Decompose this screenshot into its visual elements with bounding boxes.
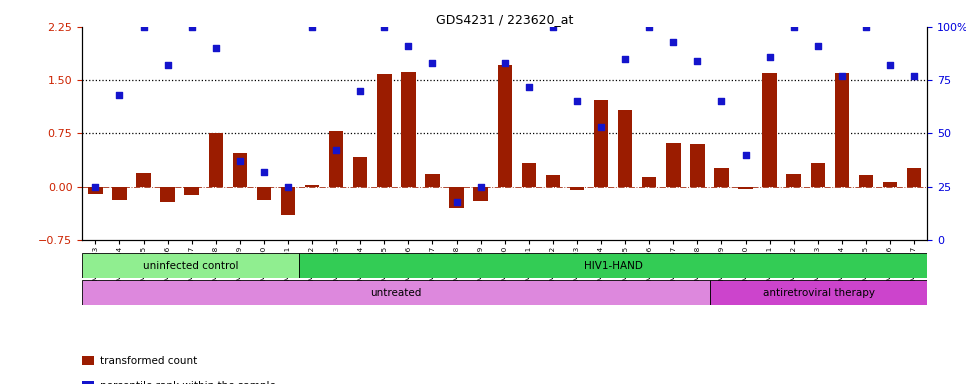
Bar bbox=[185, 187, 199, 195]
Text: transformed count: transformed count bbox=[100, 356, 198, 366]
Point bbox=[690, 58, 705, 64]
Bar bbox=[618, 110, 633, 187]
Point bbox=[449, 199, 465, 205]
Point bbox=[786, 24, 802, 30]
Point bbox=[521, 83, 536, 89]
Point bbox=[641, 24, 657, 30]
Bar bbox=[82, 253, 299, 278]
Bar bbox=[762, 73, 777, 187]
Point bbox=[738, 152, 753, 158]
Bar bbox=[112, 187, 127, 200]
Point bbox=[328, 147, 344, 154]
Bar bbox=[497, 65, 512, 187]
Title: GDS4231 / 223620_at: GDS4231 / 223620_at bbox=[436, 13, 574, 26]
Point bbox=[159, 62, 175, 68]
Point bbox=[232, 158, 247, 164]
Point bbox=[569, 98, 584, 104]
Bar bbox=[401, 72, 415, 187]
Bar bbox=[82, 280, 710, 305]
Point bbox=[835, 73, 850, 79]
Bar bbox=[281, 187, 296, 215]
Bar bbox=[305, 185, 320, 187]
Bar bbox=[449, 187, 464, 208]
Bar bbox=[907, 167, 922, 187]
Point bbox=[88, 184, 103, 190]
Point bbox=[377, 24, 392, 30]
Bar bbox=[642, 177, 657, 187]
Point bbox=[184, 24, 199, 30]
Point bbox=[425, 60, 440, 66]
Point bbox=[762, 54, 778, 60]
Bar bbox=[377, 74, 391, 187]
Bar bbox=[329, 131, 343, 187]
Bar bbox=[667, 143, 680, 187]
Bar bbox=[883, 182, 897, 187]
Point bbox=[617, 56, 633, 62]
Bar bbox=[136, 172, 151, 187]
Point bbox=[112, 92, 128, 98]
Bar bbox=[810, 163, 825, 187]
Point bbox=[714, 98, 729, 104]
Point bbox=[353, 88, 368, 94]
Bar bbox=[353, 157, 367, 187]
Bar bbox=[546, 175, 560, 187]
Point bbox=[136, 24, 152, 30]
Bar bbox=[570, 187, 584, 190]
Point bbox=[882, 62, 897, 68]
Bar bbox=[738, 187, 753, 189]
Bar bbox=[714, 167, 728, 187]
Point bbox=[473, 184, 489, 190]
Point bbox=[280, 184, 296, 190]
Point bbox=[545, 24, 560, 30]
Point bbox=[208, 45, 223, 51]
Bar bbox=[594, 100, 609, 187]
Bar bbox=[835, 73, 849, 187]
Bar bbox=[859, 175, 873, 187]
Text: untreated: untreated bbox=[370, 288, 422, 298]
Point bbox=[810, 43, 826, 49]
Text: HIV1-HAND: HIV1-HAND bbox=[584, 261, 642, 271]
Bar bbox=[473, 187, 488, 201]
Point bbox=[304, 24, 320, 30]
Bar bbox=[690, 144, 704, 187]
Bar bbox=[786, 174, 801, 187]
Point bbox=[906, 73, 922, 79]
Bar bbox=[257, 187, 271, 200]
Point bbox=[256, 169, 271, 175]
Point bbox=[666, 39, 681, 45]
Bar bbox=[299, 253, 927, 278]
Point bbox=[497, 60, 513, 66]
Bar bbox=[209, 134, 223, 187]
Point bbox=[858, 24, 873, 30]
Text: antiretroviral therapy: antiretroviral therapy bbox=[763, 288, 874, 298]
Bar bbox=[88, 187, 102, 194]
Text: uninfected control: uninfected control bbox=[143, 261, 239, 271]
Bar bbox=[425, 174, 440, 187]
Bar bbox=[160, 187, 175, 202]
Point bbox=[401, 43, 416, 49]
Bar bbox=[522, 163, 536, 187]
Bar bbox=[233, 152, 247, 187]
Bar bbox=[710, 280, 927, 305]
Text: percentile rank within the sample: percentile rank within the sample bbox=[100, 381, 276, 384]
Point bbox=[593, 124, 609, 130]
